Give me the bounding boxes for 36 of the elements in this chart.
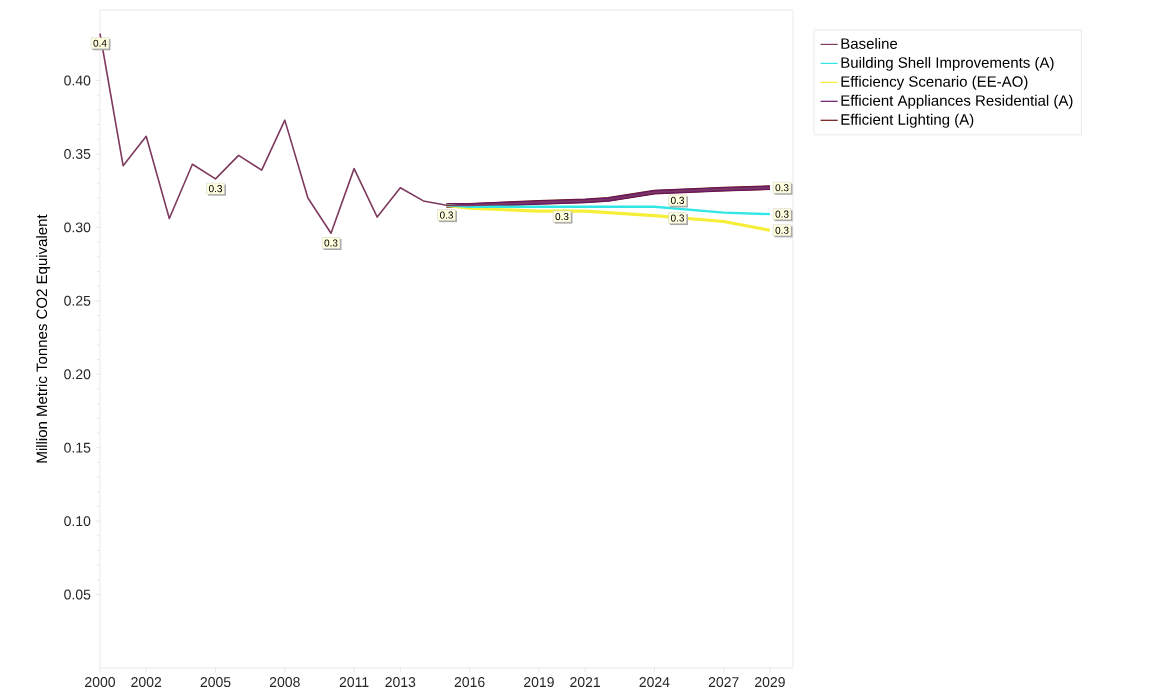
x-tick-label: 2013 (385, 677, 416, 688)
legend-label: Efficient Lighting (A) (841, 113, 974, 128)
legend-label: Baseline (841, 37, 898, 49)
annotation: 0.3 (775, 226, 789, 234)
legend-label: Efficiency Scenario (EE-AO) (841, 75, 1028, 90)
y-tick-label: 0.20 (64, 369, 91, 380)
y-tick-label: 0.40 (64, 75, 91, 86)
annotation: 0.4 (93, 39, 107, 47)
x-tick-label: 2000 (85, 677, 116, 688)
y-tick-label: 0.05 (64, 589, 91, 600)
annotation: 0.3 (775, 184, 789, 192)
annotation: 0.3 (555, 213, 569, 221)
y-tick-label: 0.30 (64, 222, 91, 233)
annotation: 0.3 (775, 210, 789, 218)
legend-label: Building Shell Improvements (A) (841, 56, 1054, 71)
y-tick-label: 0.25 (64, 295, 91, 306)
x-tick-label: 2005 (200, 677, 231, 688)
annotation: 0.3 (324, 239, 338, 247)
legend-label: Efficient Appliances Residential (A) (841, 94, 1073, 109)
annotation: 0.3 (670, 196, 685, 204)
x-tick-label: 2027 (708, 677, 739, 688)
annotation: 0.3 (439, 211, 454, 219)
x-tick-label: 2029 (755, 677, 785, 688)
x-tick-label: 2021 (570, 677, 600, 688)
x-tick-label: 2019 (524, 677, 554, 688)
y-tick-label: 0.10 (64, 516, 91, 527)
x-tick-label: 2008 (269, 677, 300, 688)
annotation: 0.3 (208, 185, 223, 193)
x-tick-label: 2016 (454, 677, 485, 688)
y-tick-label: 0.15 (64, 442, 91, 453)
y-tick-label: 0.35 (64, 148, 91, 159)
y-axis-title: Million Metric Tonnes CO2 Equivalent (36, 214, 51, 463)
annotation: 0.3 (670, 214, 685, 222)
x-tick-label: 2024 (639, 677, 670, 688)
x-tick-label: 2002 (131, 677, 162, 688)
x-tick-label: 2011 (339, 677, 369, 688)
